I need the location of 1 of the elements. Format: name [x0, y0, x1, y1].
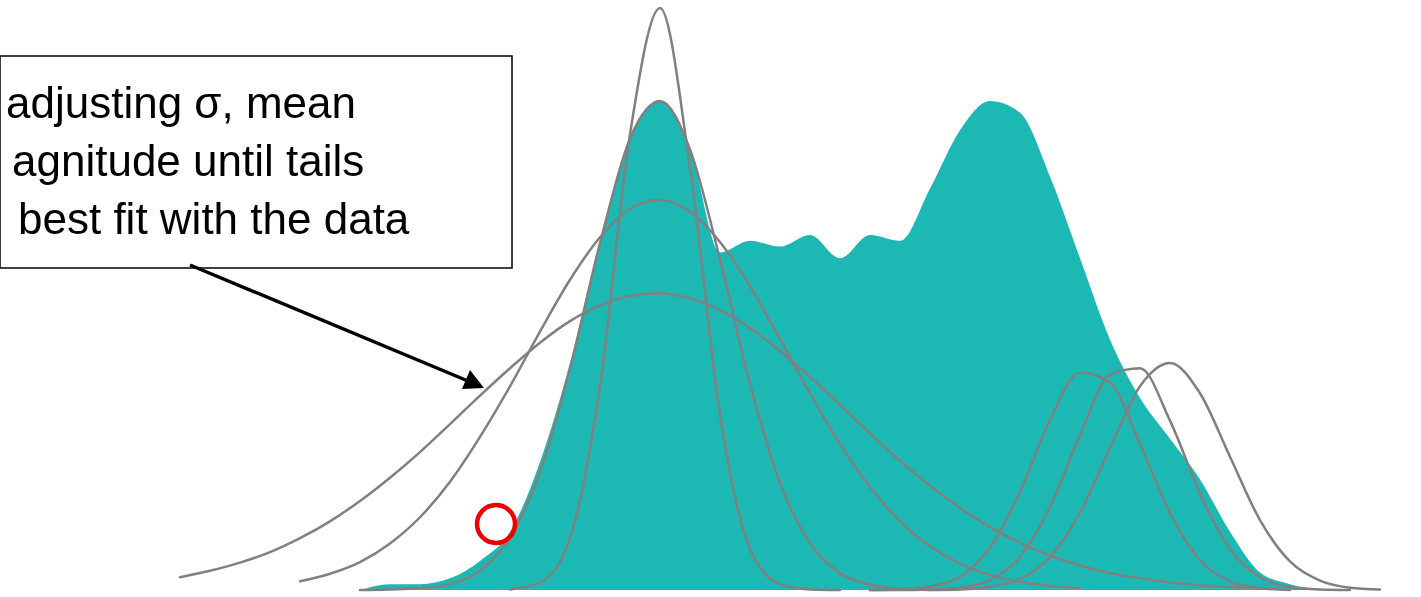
annotation: adjusting σ, mean agnitude until tails best fit with the data — [6, 78, 410, 243]
